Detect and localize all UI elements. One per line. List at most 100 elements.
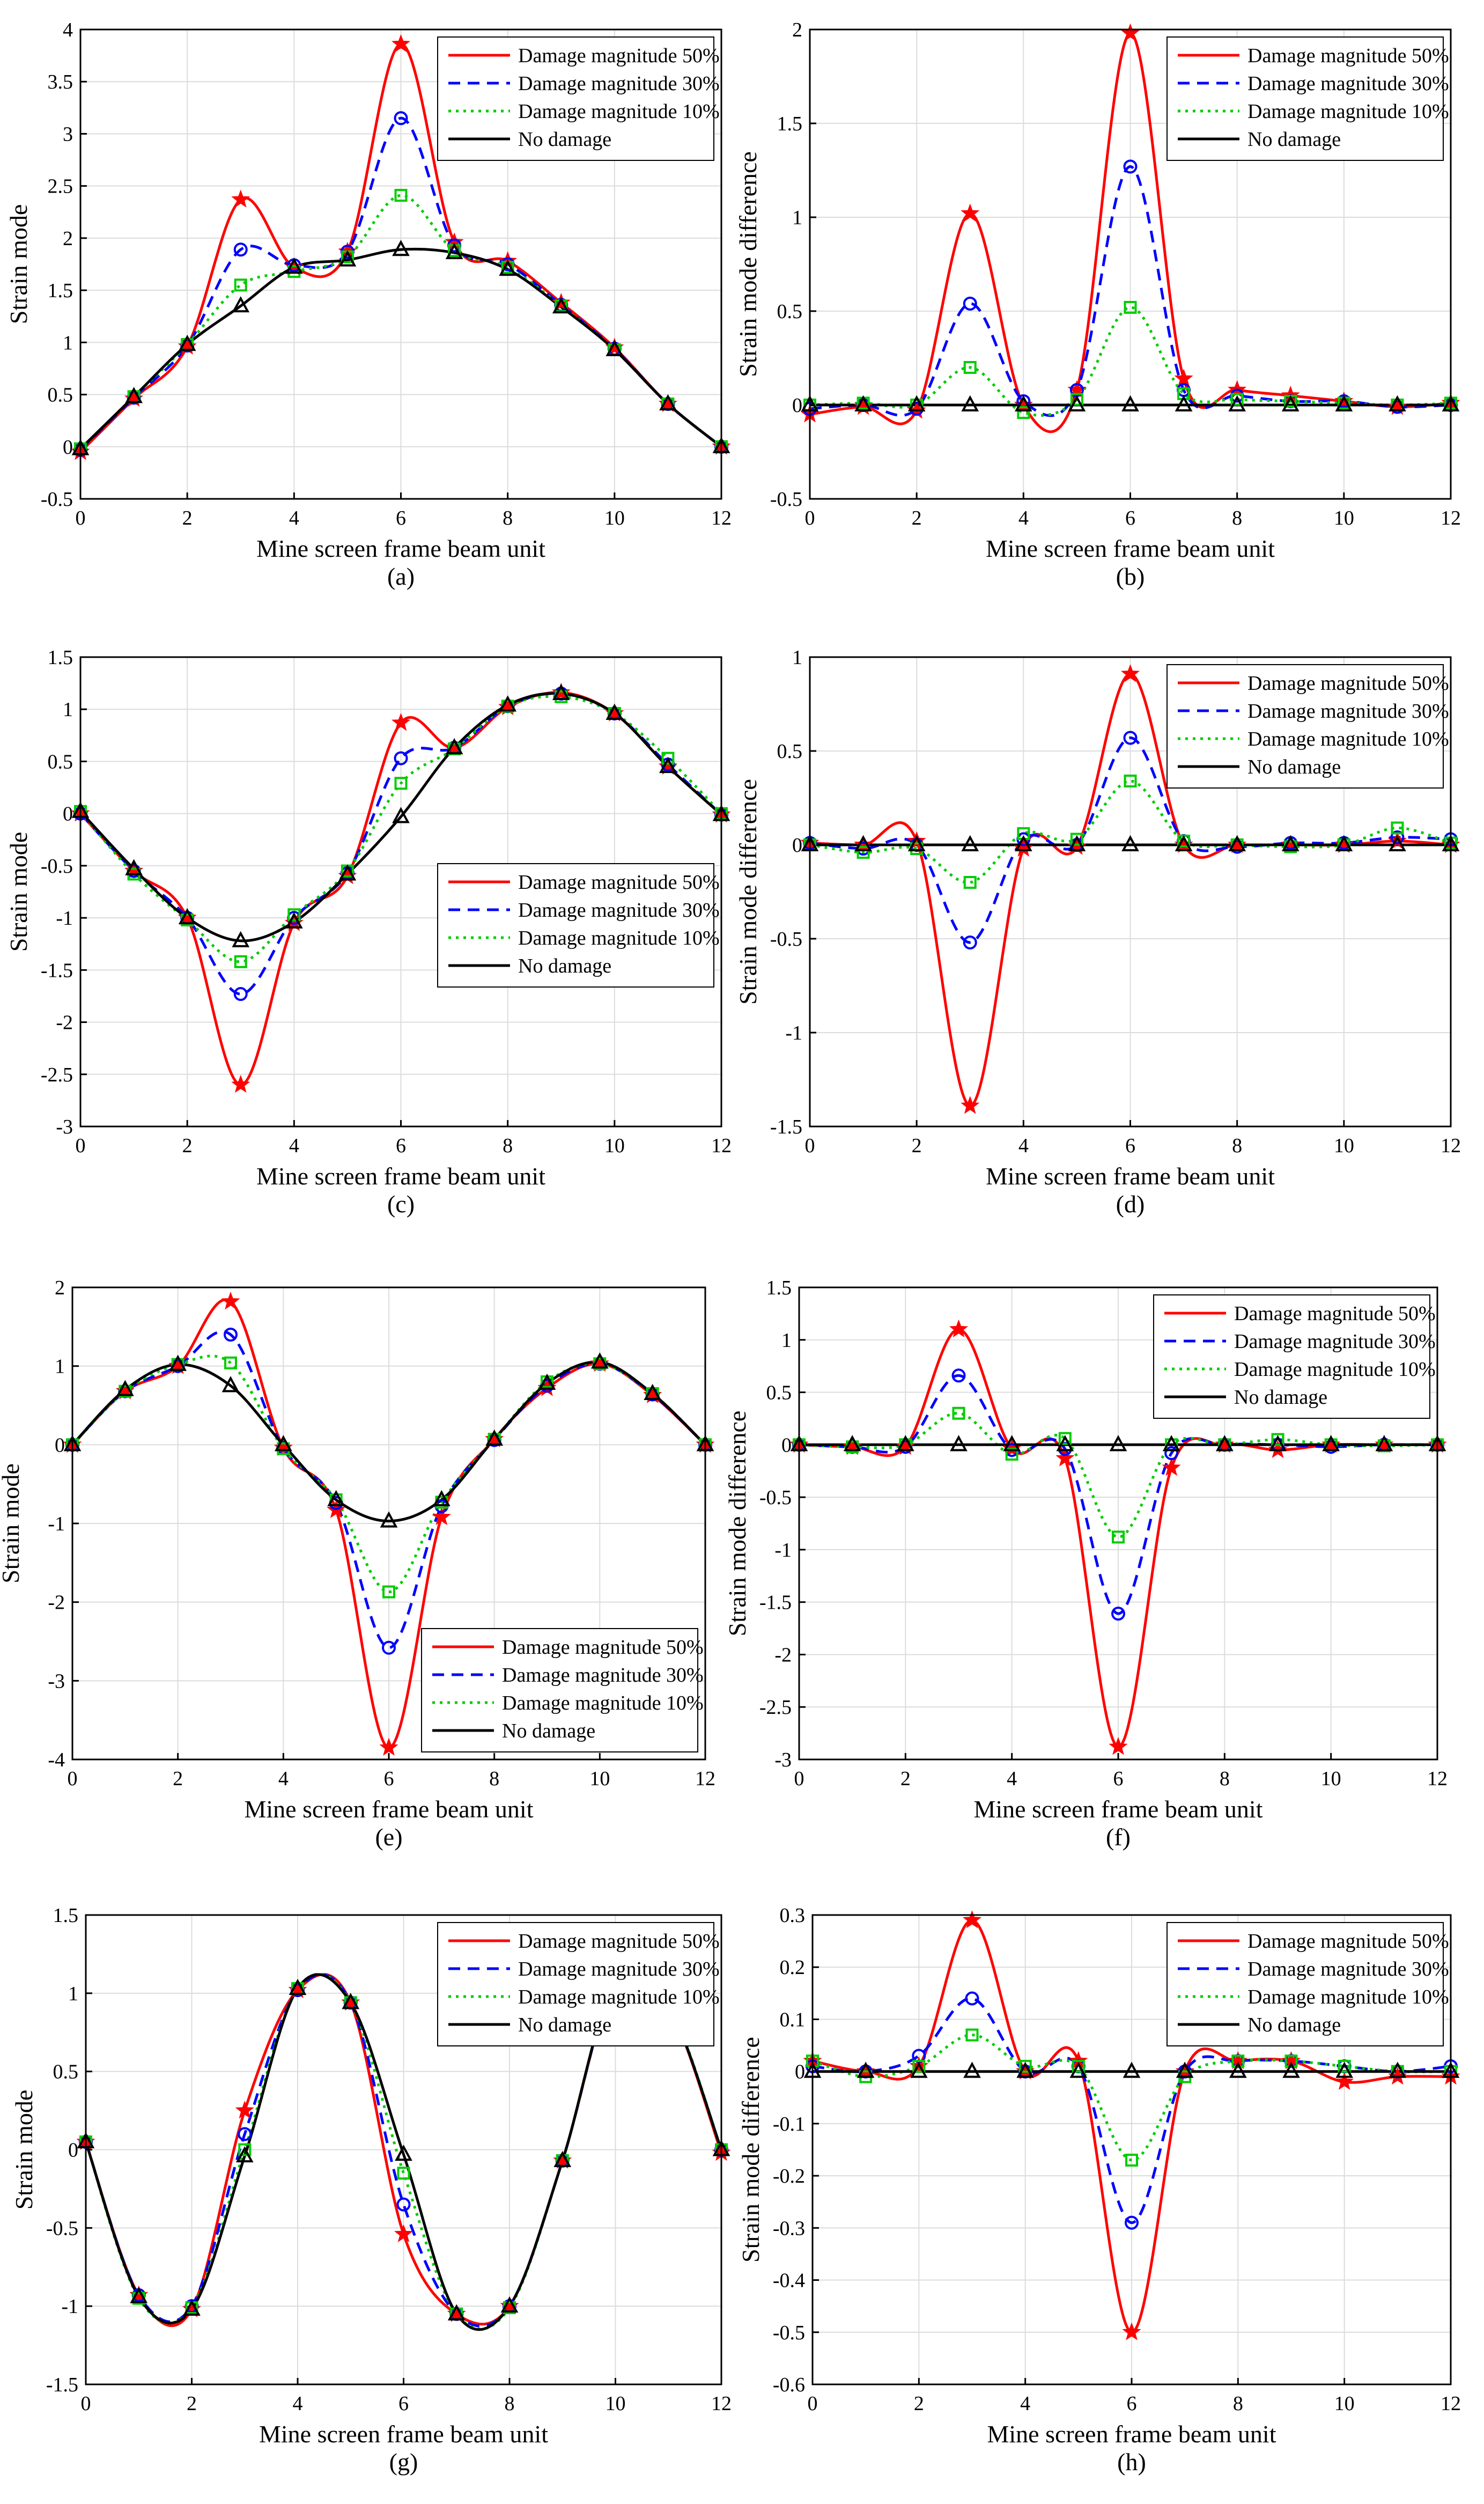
data-point-triangle bbox=[392, 807, 410, 823]
y-tick-label: -1 bbox=[785, 1022, 802, 1044]
data-point-triangle bbox=[125, 387, 143, 403]
panel-caption: (d) bbox=[1116, 1190, 1145, 1218]
data-point-circle bbox=[1123, 731, 1138, 745]
data-point-circle bbox=[1390, 830, 1405, 844]
data-point-triangle bbox=[1069, 2061, 1088, 2078]
legend-label-s10: Damage magnitude 10% bbox=[518, 100, 720, 123]
data-point-star bbox=[274, 1438, 293, 1456]
y-tick-label: -0.5 bbox=[759, 1486, 792, 1509]
data-point-triangle bbox=[1016, 2061, 1035, 2078]
data-point-triangle bbox=[644, 1383, 662, 1400]
data-point-triangle bbox=[1175, 835, 1193, 851]
data-point-square bbox=[1070, 833, 1083, 846]
x-tick-label: 0 bbox=[794, 1767, 804, 1790]
legend-label-s50: Damage magnitude 50% bbox=[518, 45, 720, 67]
y-tick-label: 0 bbox=[68, 2139, 78, 2162]
data-point-triangle bbox=[1269, 1435, 1287, 1452]
legend-label-s30: Damage magnitude 30% bbox=[1247, 700, 1449, 723]
data-point-triangle bbox=[222, 1376, 240, 1393]
x-tick-label: 2 bbox=[182, 507, 193, 529]
data-point-star bbox=[551, 292, 571, 311]
y-tick-label: -2 bbox=[774, 1644, 792, 1666]
y-tick-label: -2 bbox=[48, 1592, 65, 1614]
data-point-star bbox=[854, 835, 873, 853]
data-point-triangle bbox=[552, 683, 570, 701]
x-tick-label: 0 bbox=[81, 2392, 91, 2415]
y-tick-label: 1.5 bbox=[766, 1277, 792, 1299]
data-point-triangle bbox=[1056, 1435, 1074, 1452]
axes-frame bbox=[79, 656, 722, 1128]
y-tick-label: 0.5 bbox=[766, 1382, 792, 1404]
x-tick-label: 6 bbox=[1127, 2392, 1137, 2415]
y-tick-label: 1 bbox=[55, 1356, 65, 1378]
series-line-s10 bbox=[799, 1412, 1438, 1538]
legend: Damage magnitude 50% Damage magnitude 30%… bbox=[437, 1922, 720, 2046]
legend-label-s0: No damage bbox=[1247, 128, 1341, 151]
data-point-square bbox=[224, 1356, 237, 1369]
x-tick-label: 4 bbox=[278, 1767, 289, 1790]
data-point-star bbox=[1334, 391, 1354, 409]
data-point-star bbox=[391, 713, 411, 731]
y-tick-label: 0 bbox=[781, 1434, 792, 1456]
data-point-triangle bbox=[1335, 395, 1353, 411]
data-point-square bbox=[1112, 1530, 1125, 1544]
data-point-star bbox=[1375, 1434, 1394, 1453]
x-tick-label: 2 bbox=[912, 1135, 922, 1157]
data-point-star bbox=[605, 337, 624, 356]
data-point-star bbox=[605, 703, 624, 721]
data-point-triangle bbox=[1014, 835, 1032, 851]
x-axis-label: Mine screen frame beam unit bbox=[256, 535, 545, 562]
data-point-square bbox=[1124, 301, 1137, 314]
x-tick-label: 12 bbox=[1441, 507, 1461, 529]
y-tick-label: -1 bbox=[61, 2295, 78, 2318]
series-line-s30 bbox=[812, 1997, 1451, 2225]
x-axis-label: Mine screen frame beam unit bbox=[986, 1162, 1275, 1190]
data-point-triangle bbox=[183, 2299, 201, 2316]
data-point-triangle bbox=[178, 335, 196, 351]
x-tick-label: 10 bbox=[1334, 507, 1354, 529]
x-tick-label: 12 bbox=[1441, 1135, 1461, 1157]
data-point-square bbox=[1271, 1433, 1284, 1446]
legend-label-s0: No damage bbox=[518, 2014, 611, 2036]
y-tick-label: 3 bbox=[63, 123, 73, 145]
data-point-circle bbox=[951, 1368, 966, 1383]
chart-f: 0 2 4 6 8 10 12 -3 -2.5 -2 -1.5 -1 -0.5 0 0.5 1 1.5 Mine … bbox=[723, 1277, 1448, 1851]
data-point-triangle bbox=[289, 1978, 307, 1995]
data-point-star bbox=[1109, 1737, 1128, 1755]
legend: Damage magnitude 50% Damage magnitude 30%… bbox=[1166, 664, 1449, 789]
series-s50 bbox=[71, 1298, 706, 1749]
data-point-triangle bbox=[285, 912, 303, 929]
x-tick-label: 8 bbox=[1232, 507, 1242, 529]
data-point-triangle bbox=[659, 394, 677, 411]
data-point-triangle bbox=[485, 1429, 504, 1446]
series-line-s50 bbox=[812, 1919, 1451, 2334]
x-tick-label: 4 bbox=[289, 507, 299, 529]
data-point-circle bbox=[238, 2127, 252, 2141]
data-point-star bbox=[379, 1737, 398, 1756]
y-tick-label: -3 bbox=[774, 1749, 792, 1771]
data-point-star bbox=[1120, 664, 1140, 682]
y-tick-label: -0.1 bbox=[773, 2113, 805, 2135]
data-point-star bbox=[1014, 838, 1033, 857]
x-tick-label: 4 bbox=[1020, 2392, 1030, 2415]
axes-frame bbox=[811, 1914, 1452, 2385]
legend: Damage magnitude 50% Damage magnitude 30%… bbox=[1166, 1922, 1449, 2046]
data-point-triangle bbox=[1121, 395, 1139, 411]
y-tick-label: -0.5 bbox=[46, 2217, 78, 2240]
data-point-triangle bbox=[499, 695, 517, 712]
data-point-triangle bbox=[854, 835, 872, 851]
series-s30 bbox=[812, 1997, 1451, 2225]
y-tick-label: 3.5 bbox=[48, 71, 73, 93]
data-point-triangle bbox=[590, 1352, 609, 1369]
data-point-star bbox=[553, 2151, 572, 2169]
x-tick-label: 6 bbox=[398, 2392, 409, 2415]
data-point-square bbox=[287, 908, 301, 922]
data-point-triangle bbox=[499, 260, 517, 276]
data-point-triangle bbox=[432, 1490, 451, 1506]
series-line-s10 bbox=[812, 2034, 1451, 2162]
x-tick-label: 2 bbox=[187, 2392, 197, 2415]
x-tick-label: 12 bbox=[1441, 2392, 1461, 2415]
data-point-square bbox=[912, 2059, 926, 2073]
data-point-triangle bbox=[896, 1435, 914, 1452]
